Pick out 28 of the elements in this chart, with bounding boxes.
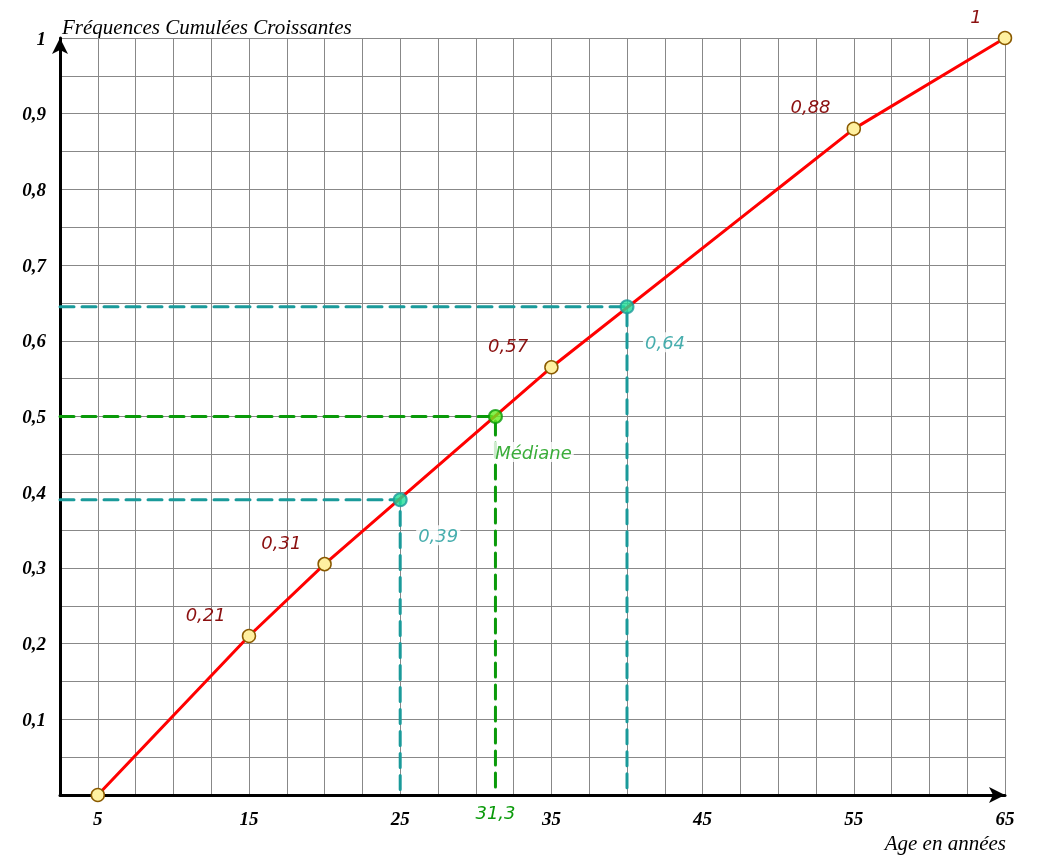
- y-tick-label: 0,6: [22, 330, 47, 352]
- x-tick-label: 45: [692, 808, 713, 829]
- x-tick-label: 15: [239, 808, 259, 829]
- x-tick-label: 5: [93, 808, 104, 829]
- data-label: 0,57: [488, 334, 529, 356]
- y-tick-label: 0,1: [22, 708, 46, 730]
- data-label: 0,21: [185, 603, 226, 625]
- data-label: 0,88: [790, 96, 831, 118]
- y-tick-label: 0,9: [22, 103, 47, 125]
- x-tick-label: 55: [844, 808, 864, 829]
- y-tick-label: 1: [36, 27, 46, 49]
- y-tick-label: 0,4: [22, 481, 46, 503]
- data-label: 1: [970, 5, 982, 27]
- x-tick-label: 35: [540, 808, 562, 829]
- x-tick-label: 25: [389, 808, 411, 829]
- text: 31,3: [475, 801, 516, 823]
- data-label: 0,39: [418, 524, 459, 546]
- y-tick-label: 0,7: [22, 254, 48, 276]
- y-tick-label: 0,2: [22, 633, 47, 655]
- x-axis-title: Age en années: [882, 830, 1007, 855]
- data-label: Médiane: [495, 441, 572, 463]
- y-tick-label: 0,3: [22, 557, 46, 579]
- data-label: 0,31: [261, 531, 302, 553]
- y-tick-label: 0,8: [22, 178, 47, 200]
- y-axis-title: Fréquences Cumulées Croissantes: [61, 14, 352, 39]
- x-tick-label: 65: [995, 808, 1015, 829]
- y-tick-label: 0,5: [22, 406, 47, 427]
- data-label: 0,64: [644, 331, 686, 353]
